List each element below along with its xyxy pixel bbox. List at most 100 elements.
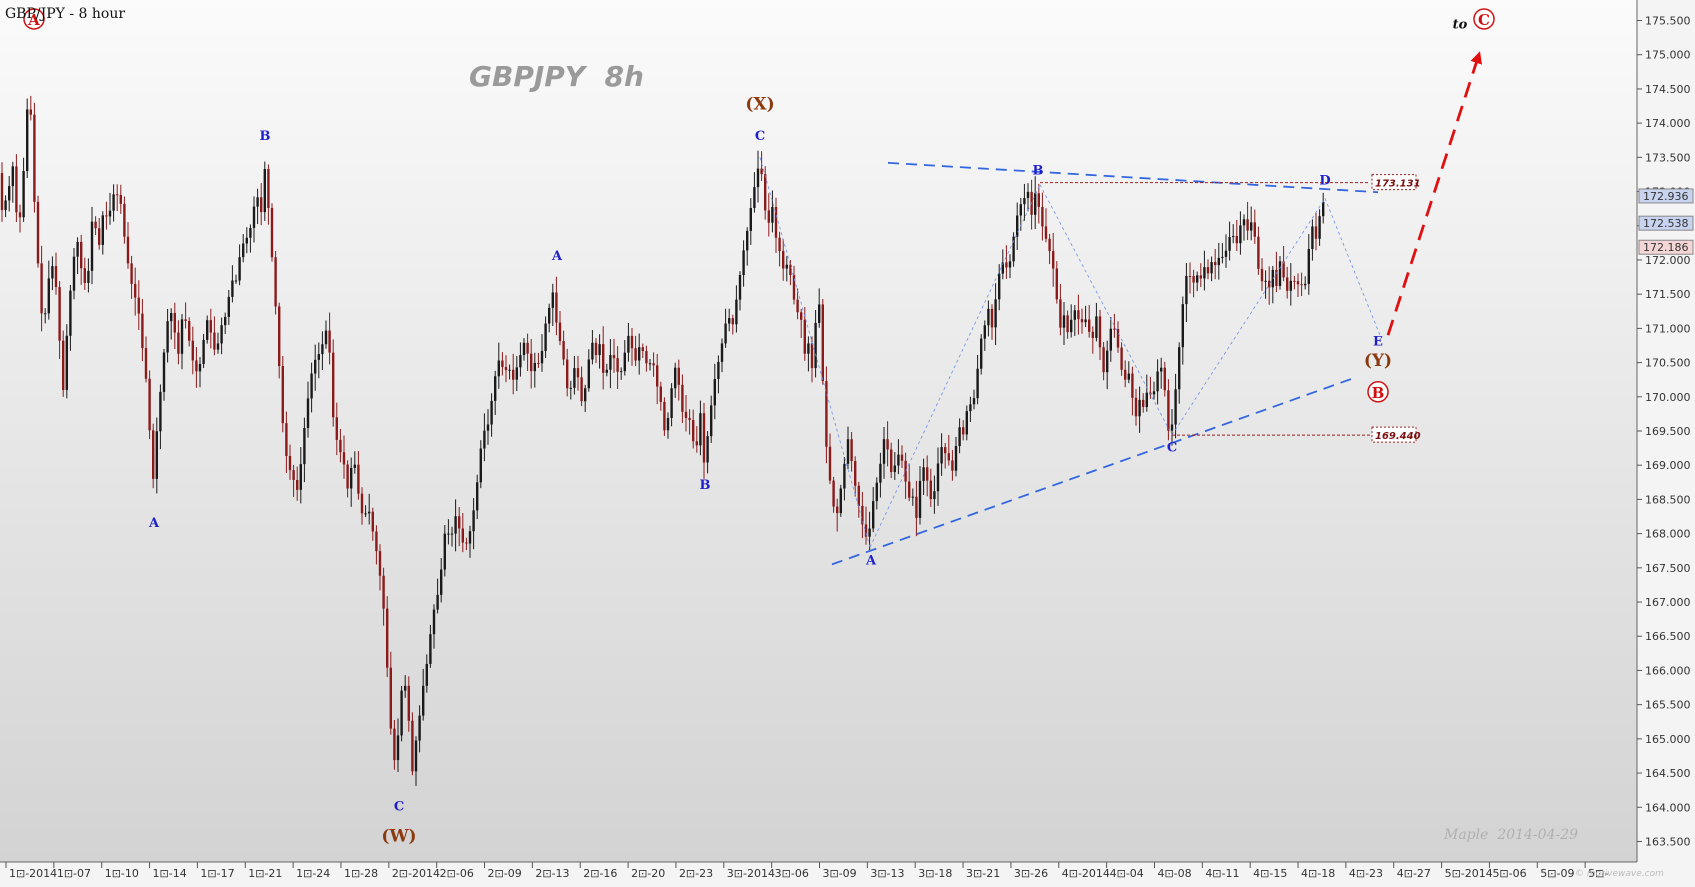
candle-body [720,343,724,362]
candle-body [134,283,137,298]
candle-body [911,496,914,498]
candle-body [825,381,828,447]
candle-body [548,307,551,324]
wave-label-circle [1367,381,1389,403]
candle-body [335,417,338,440]
trendline-upper-blue [887,161,1379,194]
candle-body [764,174,767,211]
candle-body [4,200,7,211]
candle-body [886,439,889,450]
x-tick-label: 5⊡-2014 [1445,867,1493,880]
wave-path-segment [869,184,1041,548]
candle-body [591,342,594,360]
candle-body [108,210,112,217]
candle-body [1088,319,1091,332]
x-tick-label: 4⊡-23 [1349,867,1383,880]
candle-body [738,275,742,300]
candle-body [598,344,601,356]
candle-body [1142,399,1145,408]
y-tick-label: 169.500 [1645,425,1691,438]
candle-body [746,230,749,251]
candle-body [800,312,803,320]
candle-body [566,359,569,389]
plot-background [0,0,1637,862]
candle-body [112,194,115,211]
candle-body [634,348,637,361]
wave-label-circle [1473,8,1495,30]
candle-body [1199,275,1202,279]
wave-label: B [1372,384,1385,402]
candle-body [213,332,216,350]
candle-body [1106,350,1109,373]
candle-body [177,332,180,354]
candle-body [638,347,641,361]
y-tick-label: 167.500 [1645,562,1691,575]
candle-body [1253,222,1256,237]
candle-body [1113,328,1116,330]
candle-body [699,413,702,446]
candle-body [882,439,886,464]
candle-body [702,413,706,463]
candle-body [15,166,18,213]
x-tick-label: 1⊡-07 [57,867,91,880]
candle-body [1044,226,1048,239]
candle-body [274,257,277,307]
candle-body [400,690,403,736]
candle-body [440,569,443,595]
x-tick-label: 4⊡-08 [1157,867,1191,880]
y-tick-label: 171.000 [1645,322,1691,335]
candle-body [1181,304,1184,348]
candle-body [231,280,234,297]
candle-body [742,250,745,276]
candle-body [296,479,299,490]
candle-body [317,354,320,360]
candle-body [645,350,648,364]
candle-body [1278,261,1282,286]
candle-body [1062,315,1066,328]
candle-body [126,236,130,264]
candle-body [1235,236,1238,244]
candle-body [1300,284,1303,286]
candle-body [760,168,763,175]
x-tick-label: 4⊡-18 [1301,867,1335,880]
wave-label: A [551,249,563,264]
candle-body [1120,347,1123,370]
candle-body [951,460,954,471]
candle-body [976,368,979,399]
candle-body [1059,299,1062,328]
candle-body [940,447,943,464]
candle-body [1217,257,1220,266]
candle-body [144,348,148,379]
candle-body [584,388,587,402]
y-tick-label: 171.500 [1645,288,1691,301]
wave-label: C [1478,11,1490,29]
candle-body [1228,237,1231,251]
candle-body [803,319,806,354]
candle-body [1260,268,1264,282]
candle-body [188,320,191,341]
candle-body [540,350,544,364]
wave-label: C [1167,441,1177,456]
candle-body [1026,191,1030,199]
candle-body [83,268,86,283]
candle-body [630,335,634,349]
candle-body [1268,280,1271,288]
y-axis-panel [1637,0,1695,887]
x-tick-label: 5⊡- [1588,867,1608,880]
candle-body [11,166,14,187]
candle-body [1296,281,1300,285]
candle-body [1023,198,1026,205]
candle-body [148,378,151,431]
candle-body [674,367,677,389]
candle-body [843,463,846,489]
candle-body [1293,280,1296,282]
candle-body [648,363,652,365]
price-badge-label: 172.538 [1643,217,1689,230]
candle-body [922,467,925,481]
x-tick-label: 1⊡-10 [105,867,139,880]
wave-label: C [394,800,404,815]
candle-body [818,304,821,323]
candle-body [627,335,630,353]
